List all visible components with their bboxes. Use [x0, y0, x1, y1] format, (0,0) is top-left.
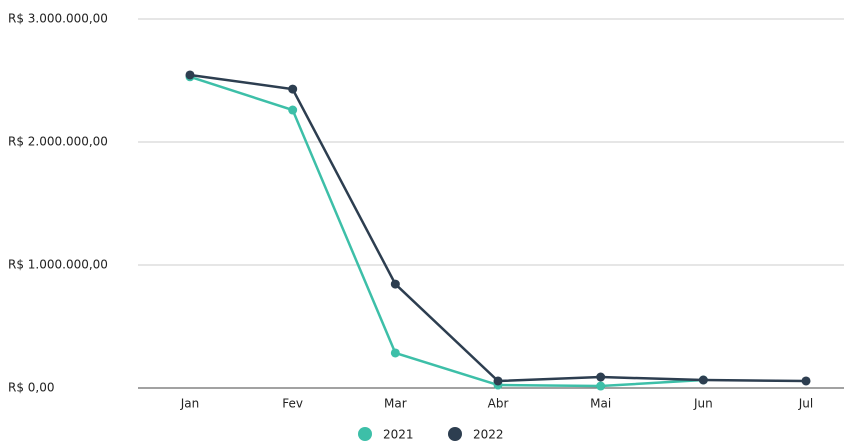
x-tick-label: Mar — [384, 397, 407, 411]
data-point — [698, 375, 708, 385]
legend-label: 2021 — [383, 428, 414, 441]
x-tick-label: Jan — [180, 397, 200, 411]
y-tick-label: R$ 1.000.000,00 — [8, 258, 108, 272]
legend-marker — [358, 427, 372, 441]
series-line — [189, 75, 704, 388]
x-tick-label: Abr — [488, 397, 509, 411]
data-point — [390, 348, 400, 358]
legend-label: 2022 — [473, 428, 504, 441]
series-line — [189, 73, 807, 383]
y-tick-label: R$ 2.000.000,00 — [8, 135, 108, 149]
x-tick-label: Fev — [282, 397, 303, 411]
legend-marker — [448, 427, 462, 441]
x-tick-label: Jun — [693, 397, 713, 411]
x-tick-label: Mai — [590, 397, 611, 411]
data-point — [288, 84, 298, 94]
y-tick-label: R$ 0,00 — [8, 381, 55, 395]
x-tick-label: Jul — [798, 397, 813, 411]
y-tick-label: R$ 3.000.000,00 — [8, 12, 108, 26]
data-point — [493, 376, 503, 386]
data-point — [390, 279, 400, 289]
data-point — [288, 105, 298, 115]
data-point — [801, 376, 811, 386]
data-point — [596, 372, 606, 382]
data-point — [596, 381, 606, 391]
data-point — [185, 70, 195, 80]
